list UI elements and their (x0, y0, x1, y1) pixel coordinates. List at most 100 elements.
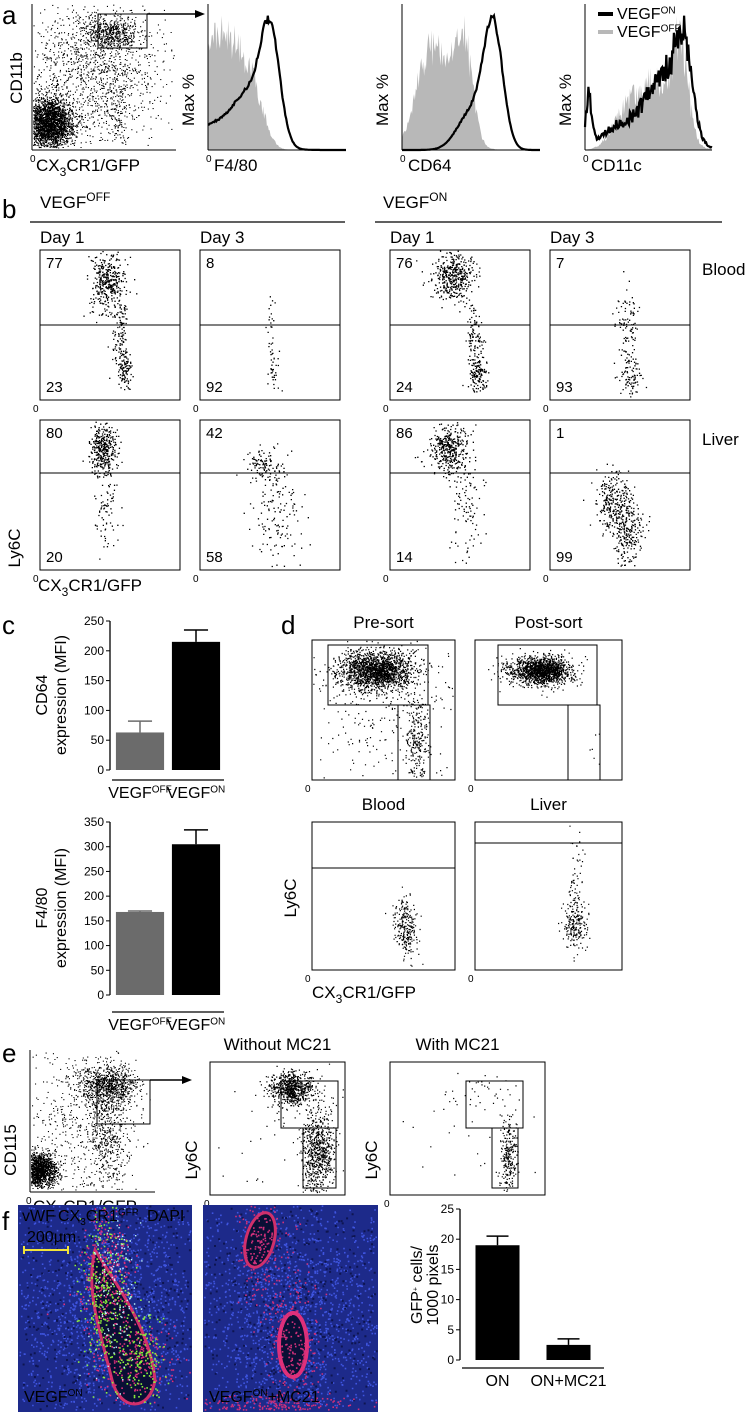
axis-origin: 0 (30, 154, 36, 165)
plot-title: With MC21 (415, 1035, 499, 1054)
panel-label: a (2, 0, 17, 30)
column-label: Day 1 (390, 228, 434, 247)
text-part: ON+MC21 (530, 1373, 606, 1390)
legend-label: VEGFOFF (617, 23, 681, 41)
y-tick-label: 300 (84, 840, 104, 854)
column-label: Day 1 (40, 228, 84, 247)
image-caption: VEGFON+MC21 (209, 1388, 320, 1406)
quadrant-percent: 92 (206, 379, 223, 396)
quadrant-percent: 58 (206, 549, 223, 566)
text-part: VEGF (383, 193, 429, 212)
plot-title: Liver (530, 795, 567, 814)
histogram-fill (208, 15, 346, 151)
axis-origin: 0 (468, 974, 474, 985)
quadrant-percent: 24 (396, 379, 413, 396)
text-part: 3 (60, 165, 67, 179)
scale-bar-label: 200µm (27, 1229, 76, 1246)
bar (171, 641, 221, 770)
category-label: ON (486, 1373, 510, 1390)
y-tick-label: 20 (441, 1232, 455, 1246)
panel-label: c (2, 610, 15, 640)
plot-frame (549, 419, 691, 571)
text-part: +MC21 (268, 1389, 320, 1406)
category-label: ON+MC21 (530, 1373, 606, 1390)
text-part: cells/ (409, 1246, 426, 1287)
y-axis-label: expression (MFI) (53, 635, 70, 755)
plot-frame (311, 639, 456, 781)
axis-origin: 0 (26, 1196, 32, 1207)
axis-origin: 0 (206, 154, 212, 165)
y-axis-label: Ly6C (5, 528, 24, 567)
text-part: expression (MFI) (53, 848, 70, 968)
y-tick-label: 50 (91, 963, 105, 977)
axis-origin: 0 (305, 784, 311, 795)
text-part: VEGF (40, 193, 86, 212)
plot-title: Pre-sort (353, 613, 414, 632)
histogram-line (583, 15, 713, 149)
y-tick-label: 150 (84, 914, 104, 928)
y-axis-label: Max % (373, 74, 392, 126)
text-part: + (413, 1287, 420, 1291)
gate (465, 1080, 524, 1129)
text-part: ON (210, 784, 225, 795)
bar (475, 1245, 520, 1360)
gate (397, 704, 431, 781)
axis-origin: 0 (543, 404, 549, 415)
gate (491, 1127, 519, 1189)
category-label: VEGFON (167, 1016, 226, 1034)
quadrant-percent: 7 (556, 255, 564, 272)
event-dots (488, 648, 600, 765)
y-tick-label: 0 (97, 763, 104, 777)
x-axis-label: CX3CR1/GFP (312, 983, 416, 1006)
quadrant-percent: 99 (556, 549, 573, 566)
plot-frame (389, 1061, 546, 1196)
x-axis-label: CX3CR1/GFP (36, 156, 140, 179)
column-label: Day 3 (550, 228, 594, 247)
stain-label: vWF (22, 1208, 55, 1225)
row-label: Liver (702, 430, 739, 449)
text-part: VEGF (617, 6, 661, 23)
event-dots (204, 1205, 378, 1411)
event-dots (236, 443, 311, 568)
gate (302, 1127, 337, 1189)
plot-title: Post-sort (514, 613, 582, 632)
text-part: CR1/GFP (342, 983, 416, 1002)
event-dots (265, 296, 283, 392)
y-axis-label: 1000 pixels (425, 1245, 442, 1326)
text-part: CD64 (34, 674, 51, 715)
quadrant-percent: 42 (206, 425, 223, 442)
text-part: VEGF (167, 1017, 211, 1034)
quadrant-percent: 1 (556, 425, 564, 442)
arrow-head (182, 1076, 192, 1084)
axis-origin: 0 (204, 1199, 210, 1210)
bar (115, 911, 165, 995)
axis-origin: 0 (384, 1199, 390, 1210)
axis-origin: 0 (383, 404, 389, 415)
text-part: CX (38, 576, 62, 595)
text-part: expression (MFI) (53, 635, 70, 755)
category-label: VEGFON (167, 784, 226, 802)
legend-label: VEGFON (617, 5, 676, 23)
event-dots (218, 1063, 344, 1194)
y-tick-label: 100 (84, 939, 104, 953)
axis-origin: 0 (193, 574, 199, 585)
quadrant-percent: 93 (556, 379, 573, 396)
arrow-head (195, 10, 205, 18)
bar (171, 844, 221, 995)
plot-frame (389, 419, 531, 571)
text-part: vWF (22, 1208, 55, 1225)
text-part: GFP (118, 1207, 139, 1218)
text-part: CR1/GFP (68, 576, 142, 595)
quadrant-percent: 77 (46, 255, 63, 272)
text-part: DAPI (147, 1208, 184, 1225)
text-part: CX (312, 983, 336, 1002)
y-axis-label: Ly6C (362, 1140, 381, 1179)
text-part: VEGF (209, 1389, 253, 1406)
axis-origin: 0 (383, 574, 389, 585)
gate (567, 704, 601, 781)
plot-frame (39, 419, 181, 571)
plot-title: Without MC21 (224, 1035, 332, 1054)
panel-label: d (281, 610, 295, 640)
plot-frame (209, 1061, 346, 1196)
